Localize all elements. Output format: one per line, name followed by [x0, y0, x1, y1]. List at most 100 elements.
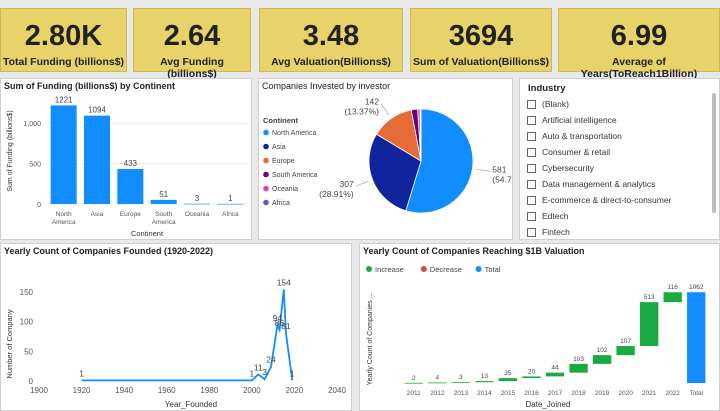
industry-option[interactable]: Consumer & retail: [527, 144, 712, 160]
y-axis-title: Yearly Count of Companies ...: [367, 293, 374, 386]
checkbox[interactable]: [527, 147, 536, 157]
legend-entry: Increase: [375, 265, 404, 274]
data-label: 1: [79, 368, 84, 378]
kpi-card-avg-funding: 2.64 Avg Funding (billions$): [133, 8, 251, 80]
bar: [150, 199, 177, 204]
checkbox[interactable]: [527, 195, 536, 205]
leader-line: [476, 168, 491, 172]
legend-marker: [263, 171, 269, 178]
slicer-scrollbar[interactable]: [712, 93, 716, 213]
x-tick-label: 2017: [548, 390, 563, 397]
x-tick-label: Oceania: [185, 211, 210, 218]
data-label: 4: [435, 374, 439, 381]
kpi-label: Avg Valuation(Billions$): [271, 56, 391, 68]
kpi-value: 2.64: [163, 20, 221, 52]
industry-option[interactable]: Edtech: [527, 208, 712, 224]
kpi-card-avg-valuation: 3.48 Avg Valuation(Billions$): [259, 8, 403, 72]
x-tick-label: 2016: [524, 390, 539, 397]
pie-slice: [405, 108, 474, 214]
checkbox[interactable]: [527, 99, 536, 109]
x-tick-label: 2011: [407, 390, 421, 397]
data-label: 107: [620, 338, 631, 345]
data-label: 3: [195, 194, 200, 203]
checkbox[interactable]: [527, 131, 536, 141]
kpi-label: Sum of Valuation(Billions$): [413, 56, 549, 68]
valuation-waterfall-chart: Increase Decrease Total 2 2011 4 2012 3 2013 13 20…: [366, 265, 706, 409]
industry-option[interactable]: Cybersecurity: [527, 160, 712, 176]
legend-entry: North America: [272, 130, 316, 137]
legend-entry: Africa: [272, 200, 290, 207]
x-axis-title: Date_Joined: [526, 400, 571, 409]
data-label: 3: [262, 367, 267, 377]
y-tick-label: 0: [37, 202, 41, 209]
x-tick-label: South: [155, 211, 172, 218]
checkbox[interactable]: [527, 227, 536, 237]
leader-line: [380, 103, 390, 116]
series-line: [81, 289, 294, 382]
legend-marker: [263, 129, 269, 136]
legend-marker: [366, 266, 372, 272]
x-tick-label: 2012: [430, 390, 445, 397]
x-tick-label: Total: [689, 390, 703, 397]
data-label: 20: [528, 368, 536, 375]
data-label: 51: [159, 190, 168, 199]
legend-entry: South America: [272, 172, 318, 179]
data-label: 81: [281, 321, 291, 331]
data-label: 1221: [55, 95, 73, 104]
panel-title: Companies Invested by investor: [262, 81, 391, 91]
industry-option[interactable]: (Blank): [527, 96, 712, 112]
x-tick-label: 1900: [30, 386, 48, 395]
legend-marker: [263, 143, 269, 150]
legend-entry: Decrease: [430, 265, 462, 274]
x-tick-label: 1980: [200, 386, 218, 395]
industry-option-label: Artificial intelligence: [542, 115, 617, 125]
x-tick-label: 2000: [243, 386, 261, 395]
x-tick-label: 2021: [642, 390, 657, 397]
data-label: 35: [504, 370, 512, 377]
x-tick-label: Asia: [91, 211, 104, 218]
checkbox[interactable]: [527, 115, 536, 125]
industry-option[interactable]: Data management & analytics: [527, 176, 712, 192]
industry-option[interactable]: Fintech: [527, 224, 712, 240]
waterfall-bar: [687, 292, 706, 383]
leader-line: [355, 180, 369, 187]
data-label: 1062: [689, 284, 704, 291]
industry-option[interactable]: Auto & transportation: [527, 128, 712, 144]
data-label: 116: [668, 284, 679, 291]
waterfall-bar: [616, 345, 635, 356]
data-label: 3: [459, 374, 463, 381]
x-tick-label: 1940: [115, 386, 133, 395]
x-tick-label: Europe: [120, 211, 141, 218]
x-tick-label: 2018: [571, 390, 586, 397]
industry-list: (Blank) Artificial intelligence Auto & tra…: [527, 96, 712, 240]
waterfall-bar: [475, 381, 494, 383]
slice-value-label: 142: [365, 97, 379, 107]
industry-option-label: Cybersecurity: [542, 163, 594, 173]
x-tick-label: 2040: [328, 386, 346, 395]
data-label: 1: [290, 368, 295, 378]
kpi-value: 2.80K: [24, 20, 103, 52]
y-tick-label: 1,000: [23, 121, 41, 128]
y-tick-label: 500: [29, 162, 41, 169]
industry-option[interactable]: E-commerce & direct-to-consumer: [527, 192, 712, 208]
y-tick-label: 0: [29, 377, 34, 386]
data-label: 11: [254, 362, 263, 372]
data-label: 44: [551, 365, 559, 372]
x-axis-title: Year_Founded: [165, 400, 217, 409]
x-tick-label: 2015: [501, 390, 516, 397]
kpi-label: Avg Funding (billions$): [160, 56, 224, 80]
industry-slicer-panel: Industry (Blank) Artificial intelligence A…: [519, 78, 720, 240]
data-label: 513: [644, 294, 655, 301]
checkbox[interactable]: [527, 179, 536, 189]
kpi-value: 6.99: [610, 20, 668, 52]
industry-option-label: Consumer & retail: [542, 147, 611, 157]
bar: [184, 203, 210, 205]
checkbox[interactable]: [527, 163, 536, 173]
industry-option[interactable]: Artificial intelligence: [527, 112, 712, 128]
kpi-value: 3.48: [302, 20, 360, 52]
legend-title: Continent: [263, 116, 298, 125]
y-tick-label: 150: [20, 288, 34, 297]
checkbox[interactable]: [527, 211, 536, 221]
data-label: 2: [412, 375, 416, 382]
panel-title: Yearly Count of Companies Reaching $1B V…: [363, 246, 585, 256]
